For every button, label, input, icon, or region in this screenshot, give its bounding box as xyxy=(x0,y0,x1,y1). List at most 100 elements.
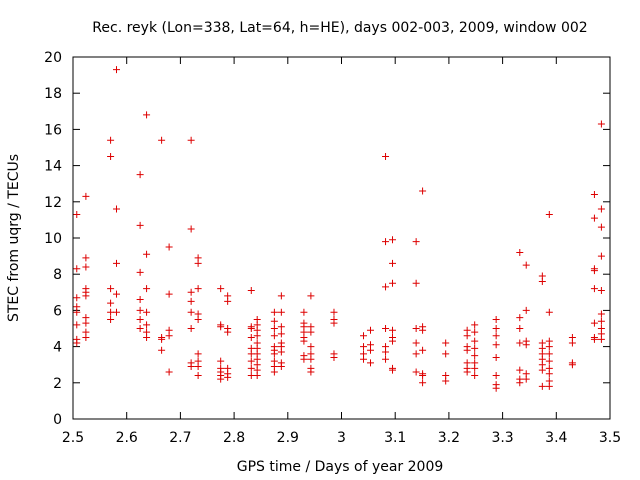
y-tick-label: 16 xyxy=(44,122,62,138)
x-tick-label: 2.5 xyxy=(62,430,84,446)
data-point xyxy=(165,290,173,298)
data-point xyxy=(597,252,605,260)
data-point xyxy=(412,339,420,347)
data-point xyxy=(112,290,120,298)
data-point xyxy=(187,308,195,316)
y-tick-label: 10 xyxy=(44,231,62,247)
data-point xyxy=(360,355,368,363)
data-point xyxy=(597,335,605,343)
data-point xyxy=(247,334,255,342)
data-point xyxy=(187,136,195,144)
data-point xyxy=(590,191,598,199)
data-point xyxy=(158,346,166,354)
data-point xyxy=(442,377,450,385)
data-point xyxy=(366,359,374,367)
data-point xyxy=(73,294,81,302)
data-point xyxy=(590,319,598,327)
y-tick-label: 8 xyxy=(53,267,62,283)
data-point xyxy=(538,277,546,285)
data-point xyxy=(471,337,479,345)
data-point xyxy=(389,326,397,334)
data-point xyxy=(597,120,605,128)
data-point xyxy=(187,225,195,233)
data-point xyxy=(270,325,278,332)
data-point xyxy=(568,361,576,369)
data-point xyxy=(158,335,166,343)
data-point xyxy=(253,372,261,380)
data-point xyxy=(136,268,144,276)
data-point xyxy=(471,321,479,329)
data-point xyxy=(419,187,427,195)
data-point xyxy=(107,136,115,144)
data-point xyxy=(194,363,202,371)
data-point xyxy=(382,238,390,246)
data-point xyxy=(590,335,598,343)
data-point xyxy=(590,214,598,222)
plot-frame xyxy=(72,56,611,420)
data-point xyxy=(471,364,479,372)
data-point xyxy=(412,350,420,358)
data-point xyxy=(277,323,285,331)
data-point xyxy=(389,279,397,287)
data-point xyxy=(492,384,500,392)
x-tick-label: 2.9 xyxy=(277,430,299,446)
data-point xyxy=(330,353,338,361)
chart-title: Rec. reyk (Lon=338, Lat=64, h=HE), days … xyxy=(92,20,587,36)
data-point xyxy=(112,66,120,74)
data-point xyxy=(247,286,255,294)
data-point xyxy=(545,308,553,316)
data-point xyxy=(330,308,338,316)
data-point xyxy=(277,363,285,371)
y-tick-label: 18 xyxy=(44,86,62,102)
data-point xyxy=(187,288,195,296)
data-point xyxy=(545,210,553,218)
data-point xyxy=(82,334,90,342)
data-point xyxy=(366,346,374,354)
data-point xyxy=(590,285,598,293)
data-point xyxy=(73,210,81,218)
data-point xyxy=(419,372,427,380)
data-point xyxy=(107,299,115,307)
data-point xyxy=(300,355,308,363)
data-point xyxy=(136,325,144,332)
data-point xyxy=(522,261,530,269)
data-point xyxy=(82,254,90,262)
data-point xyxy=(107,308,115,316)
data-point xyxy=(107,315,115,323)
data-point xyxy=(545,343,553,351)
data-point xyxy=(224,297,232,305)
x-tick-label: 2.6 xyxy=(116,430,138,446)
data-point xyxy=(597,205,605,213)
data-point xyxy=(366,326,374,334)
data-point xyxy=(217,357,225,365)
data-point xyxy=(217,285,225,293)
data-point xyxy=(165,332,173,340)
data-point xyxy=(590,267,598,275)
data-point xyxy=(471,372,479,380)
data-point xyxy=(516,314,524,322)
data-point xyxy=(270,368,278,376)
data-point xyxy=(82,319,90,327)
data-point xyxy=(277,348,285,356)
data-point xyxy=(112,205,120,213)
data-point xyxy=(143,308,151,316)
data-point xyxy=(277,308,285,316)
data-point xyxy=(136,296,144,304)
data-point xyxy=(247,364,255,372)
y-tick-label: 0 xyxy=(53,412,62,428)
x-axis-label: GPS time / Days of year 2009 xyxy=(237,459,444,475)
data-point xyxy=(463,368,471,376)
x-tick-label: 3.1 xyxy=(384,430,406,446)
data-point xyxy=(382,348,390,356)
data-point xyxy=(247,372,255,380)
data-point xyxy=(270,317,278,325)
data-point xyxy=(143,321,151,329)
data-point xyxy=(143,111,151,119)
data-point xyxy=(516,248,524,256)
data-point xyxy=(307,328,315,336)
data-point xyxy=(516,366,524,374)
data-point xyxy=(412,279,420,287)
data-point xyxy=(112,308,120,316)
data-point xyxy=(492,372,500,380)
